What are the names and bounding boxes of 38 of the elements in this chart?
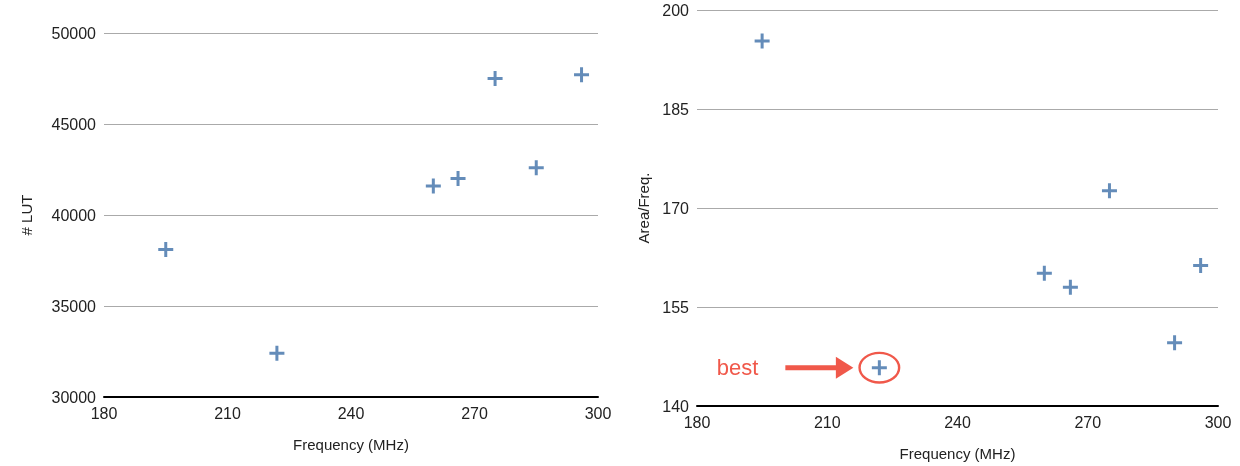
y-tick-label: 35000: [51, 297, 97, 315]
x-tick-label: 210: [813, 413, 841, 431]
point: [1036, 265, 1052, 281]
point: [450, 171, 466, 187]
x-tick-label: 210: [214, 404, 241, 422]
point: [1167, 335, 1183, 351]
y-axis-title: # LUT: [18, 194, 35, 236]
point: [158, 242, 174, 258]
x-tick-label: 270: [1074, 413, 1102, 431]
x-axis-title: Frequency (MHz): [899, 445, 1016, 462]
y-tick-label: 185: [662, 100, 690, 118]
y-tick-label: 40000: [51, 206, 97, 224]
y-tick-label: 155: [662, 298, 690, 316]
y-tick-label: 30000: [51, 388, 97, 406]
point: [487, 71, 503, 86]
point: [528, 160, 544, 176]
y-tick-label: 200: [662, 1, 690, 19]
x-tick-label: 180: [90, 404, 118, 422]
y-tick-label: 50000: [51, 24, 97, 42]
x-tick-label: 300: [1204, 413, 1232, 431]
point: [1193, 257, 1209, 273]
point: [1101, 183, 1117, 199]
point: [574, 67, 590, 83]
point: [425, 178, 441, 194]
x-axis-title: Frequency (MHz): [293, 436, 409, 453]
point: [269, 345, 285, 361]
x-tick-label: 180: [683, 413, 711, 431]
x-tick-label: 270: [461, 404, 488, 422]
y-axis-title: Area/Freq.: [635, 172, 653, 244]
x-tick-label: 240: [337, 404, 365, 422]
y-tick-label: 140: [662, 397, 690, 415]
y-tick-label: 170: [662, 199, 690, 217]
annotation: best: [716, 355, 759, 381]
x-tick-label: 240: [944, 413, 971, 431]
point: [754, 33, 770, 49]
point: [1062, 279, 1078, 295]
y-tick-label: 45000: [51, 115, 97, 133]
x-tick-label: 300: [584, 404, 612, 422]
